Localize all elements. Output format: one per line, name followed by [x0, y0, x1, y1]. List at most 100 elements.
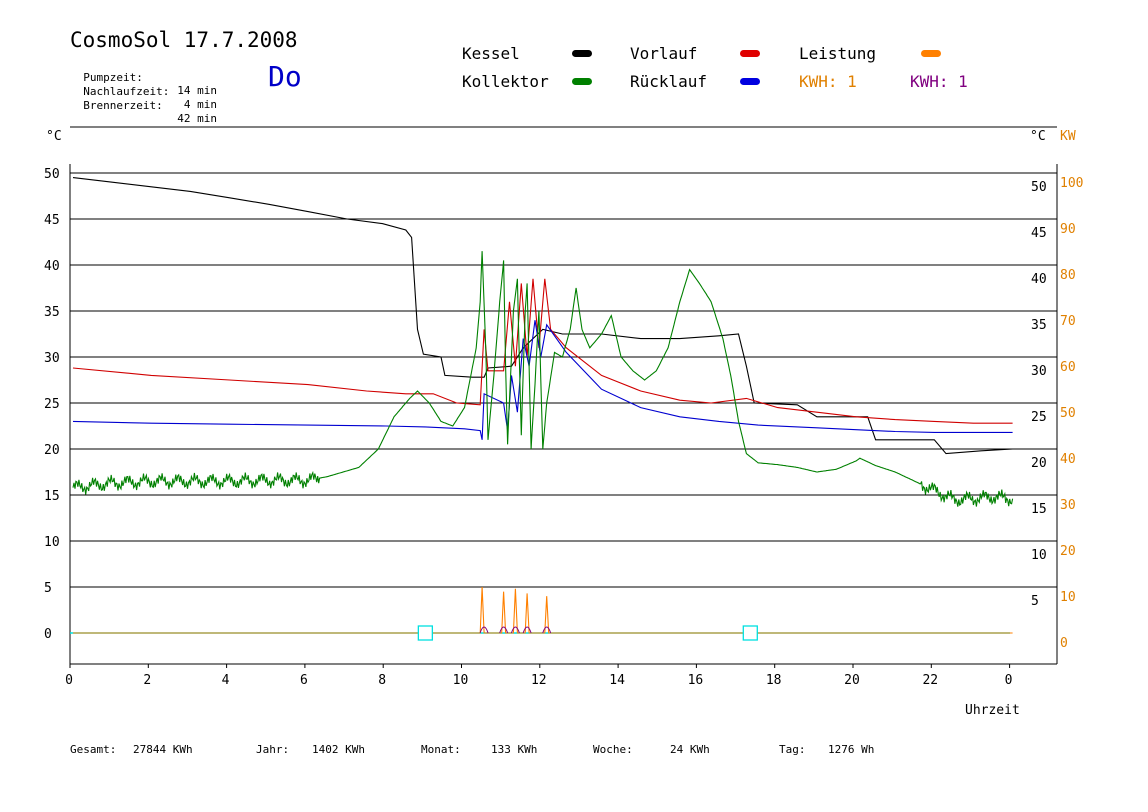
y-tick-label-left: 20 [44, 443, 60, 458]
y-tick-label-left: 0 [44, 627, 52, 642]
legend-kwh-purple: KWH: 1 [910, 72, 968, 91]
x-tick-label: 16 [688, 673, 704, 688]
y-axis-label-left: °C [46, 129, 62, 144]
series-ruecklauf [72, 320, 1013, 440]
after-time-value: 4 min [183, 98, 217, 111]
y-tick-label-kw: 40 [1060, 452, 1076, 467]
burner-time-value: 42 min [177, 112, 217, 125]
y-tick-label-kw: 30 [1060, 498, 1076, 513]
burner-time-row: Brennerzeit: 42 min [70, 86, 217, 125]
legend-kessel-swatch [572, 50, 592, 57]
chart-series [72, 177, 1014, 634]
pump-time-value: 14 min [177, 84, 217, 97]
x-tick-label: 20 [844, 673, 860, 688]
y-tick-label-kw: 20 [1060, 544, 1076, 559]
y-tick-label-right: 5 [1031, 594, 1039, 609]
chart-axes [69, 164, 1058, 668]
legend-ruecklauf: Rücklauf [630, 72, 708, 91]
kwh-blip [522, 626, 532, 634]
y-tick-label-kw: 80 [1060, 268, 1076, 283]
chart-markers [417, 625, 758, 641]
footer-monat-label: Monat: [421, 743, 461, 756]
y-tick-label-right: 50 [1031, 180, 1047, 195]
kwh-blip [510, 626, 520, 634]
y-axis-label-right: °C [1030, 129, 1046, 144]
y-tick-label-right: 15 [1031, 502, 1047, 517]
y-tick-label-left: 15 [44, 489, 60, 504]
series-vorlauf [72, 278, 1013, 424]
chart-title: CosmoSol 17.7.2008 [70, 28, 298, 52]
legend-kollektor: Kollektor [462, 72, 549, 91]
y-tick-label-left: 45 [44, 213, 60, 228]
after-time-label: Nachlaufzeit: [83, 85, 170, 98]
legend-vorlauf: Vorlauf [630, 44, 698, 63]
x-tick-label: 12 [531, 673, 547, 688]
y-tick-label-left: 5 [44, 581, 52, 596]
y-tick-label-right: 25 [1031, 410, 1047, 425]
legend-kollektor-swatch [572, 78, 592, 85]
x-tick-label: 4 [222, 673, 230, 688]
burner-time-label: Brennerzeit: [83, 99, 163, 112]
kwh-blip [479, 626, 489, 634]
legend-leistung-swatch [921, 50, 941, 57]
y-tick-label-left: 25 [44, 397, 60, 412]
legend-kwh-orange: KWH: 1 [799, 72, 857, 91]
footer-monat-value: 133 KWh [491, 743, 538, 756]
series-kollektor [72, 251, 1014, 507]
y-tick-label-left: 50 [44, 167, 60, 182]
x-tick-label: 2 [143, 673, 151, 688]
y-tick-label-right: 40 [1031, 272, 1047, 287]
pump-time-label: Pumpzeit: [83, 71, 143, 84]
footer-jahr-label: Jahr: [256, 743, 290, 756]
series-leistung [73, 586, 1013, 634]
series-kessel [72, 177, 1013, 455]
chart-grid [70, 126, 1057, 588]
x-tick-label: 0 [1005, 673, 1013, 688]
footer-tag-value: 1276 Wh [828, 743, 875, 756]
footer-woche-value: 24 KWh [670, 743, 710, 756]
x-tick-label: 8 [378, 673, 386, 688]
y-tick-label-kw: 100 [1060, 176, 1083, 191]
y-axis-label-kw: KW [1060, 129, 1076, 144]
footer-jahr-value: 1402 KWh [312, 743, 365, 756]
y-tick-label-kw: 50 [1060, 406, 1076, 421]
x-tick-label: 22 [922, 673, 938, 688]
kwh-blip [542, 626, 552, 634]
y-tick-label-left: 40 [44, 259, 60, 274]
y-tick-label-kw: 90 [1060, 222, 1076, 237]
legend-vorlauf-swatch [740, 50, 760, 57]
legend-ruecklauf-swatch [740, 78, 760, 85]
y-tick-label-right: 20 [1031, 456, 1047, 471]
x-tick-label: 14 [609, 673, 625, 688]
footer-tag-label: Tag: [779, 743, 806, 756]
weekday-label: Do [268, 60, 302, 93]
y-tick-label-kw: 10 [1060, 590, 1076, 605]
legend-leistung: Leistung [799, 44, 877, 63]
y-tick-label-left: 10 [44, 535, 60, 550]
y-tick-label-left: 30 [44, 351, 60, 366]
y-tick-label-right: 30 [1031, 364, 1047, 379]
footer-gesamt-label: Gesamt: [70, 743, 117, 756]
y-tick-label-kw: 70 [1060, 314, 1076, 329]
y-tick-label-kw: 0 [1060, 636, 1068, 651]
x-tick-label: 0 [65, 673, 73, 688]
x-tick-label: 18 [766, 673, 782, 688]
footer-woche-label: Woche: [593, 743, 633, 756]
legend-kessel: Kessel [462, 44, 520, 63]
y-tick-label-right: 45 [1031, 226, 1047, 241]
x-tick-label: 6 [300, 673, 308, 688]
y-tick-label-kw: 60 [1060, 360, 1076, 375]
pump-time-row: Pumpzeit: 14 min [70, 58, 217, 97]
x-tick-label: 10 [453, 673, 469, 688]
kwh-blip [499, 626, 509, 634]
valve-marker [417, 625, 434, 641]
y-tick-label-right: 10 [1031, 548, 1047, 563]
chart-tick-labels: 0510152025303540455051015202530354045500… [44, 167, 1083, 688]
footer-gesamt-value: 27844 KWh [133, 743, 193, 756]
y-tick-label-right: 35 [1031, 318, 1047, 333]
x-axis-label: Uhrzeit [965, 703, 1020, 718]
after-time-row: Nachlaufzeit: 4 min [70, 72, 217, 111]
valve-marker [742, 625, 758, 641]
y-tick-label-left: 35 [44, 305, 60, 320]
